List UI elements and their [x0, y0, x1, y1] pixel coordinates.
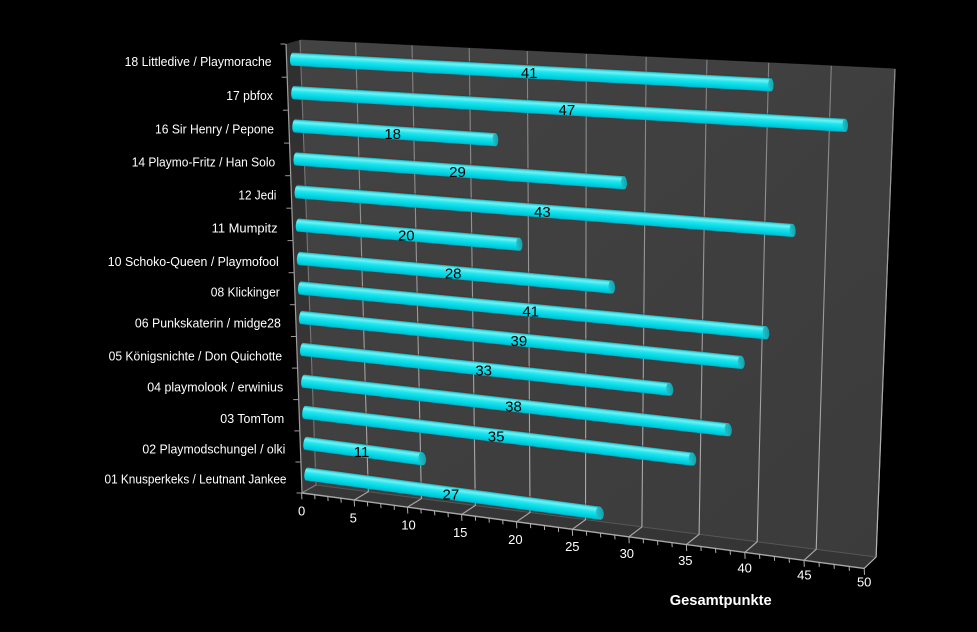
svg-text:33: 33: [475, 362, 492, 379]
svg-text:41: 41: [521, 65, 538, 82]
svg-text:12 Jedi: 12 Jedi: [238, 188, 276, 203]
svg-text:11: 11: [354, 444, 370, 461]
svg-text:43: 43: [534, 204, 551, 221]
svg-text:15: 15: [453, 525, 467, 540]
svg-text:01 Knusperkeks / Leutnant Jank: 01 Knusperkeks / Leutnant Jankee: [105, 471, 287, 486]
svg-text:30: 30: [620, 546, 634, 561]
svg-text:20: 20: [398, 228, 415, 245]
svg-text:39: 39: [511, 333, 528, 350]
svg-text:08 Klickinger: 08 Klickinger: [211, 285, 281, 300]
svg-text:06 Punkskaterin / midge28: 06 Punkskaterin / midge28: [135, 316, 281, 331]
svg-text:03 TomTom: 03 TomTom: [220, 411, 284, 426]
svg-text:17 pbfox: 17 pbfox: [226, 88, 273, 103]
svg-text:10 Schoko-Queen / Playmofool: 10 Schoko-Queen / Playmofool: [108, 254, 279, 269]
svg-text:45: 45: [797, 567, 811, 582]
svg-text:50: 50: [857, 575, 871, 590]
svg-text:10: 10: [401, 518, 415, 533]
svg-text:16 Sir Henry / Pepone: 16 Sir Henry / Pepone: [155, 122, 274, 137]
svg-text:40: 40: [737, 560, 751, 575]
svg-text:41: 41: [522, 303, 539, 320]
svg-text:35: 35: [678, 553, 692, 568]
svg-text:Gesamtpunkte: Gesamtpunkte: [670, 592, 772, 609]
svg-text:38: 38: [505, 399, 522, 416]
svg-text:05 Königsnichte / Don Quichott: 05 Königsnichte / Don Quichotte: [109, 348, 283, 363]
svg-text:14 Playmo-Fritz / Han Solo: 14 Playmo-Fritz / Han Solo: [132, 155, 276, 170]
svg-text:25: 25: [565, 539, 579, 554]
svg-text:47: 47: [559, 102, 576, 119]
svg-text:0: 0: [298, 504, 305, 519]
svg-text:28: 28: [445, 266, 462, 283]
svg-text:27: 27: [443, 487, 460, 504]
svg-text:5: 5: [350, 511, 357, 526]
svg-text:11 Mumpitz: 11 Mumpitz: [212, 221, 278, 236]
svg-text:18 Littledive / Playmorache: 18 Littledive / Playmorache: [125, 54, 272, 69]
svg-text:18: 18: [384, 126, 401, 143]
svg-text:29: 29: [449, 164, 466, 181]
svg-text:35: 35: [488, 429, 505, 446]
svg-text:02 Playmodschungel / olki: 02 Playmodschungel / olki: [142, 441, 285, 456]
svg-text:04 playmolook / erwinius: 04 playmolook / erwinius: [147, 380, 283, 395]
svg-text:20: 20: [508, 532, 522, 547]
